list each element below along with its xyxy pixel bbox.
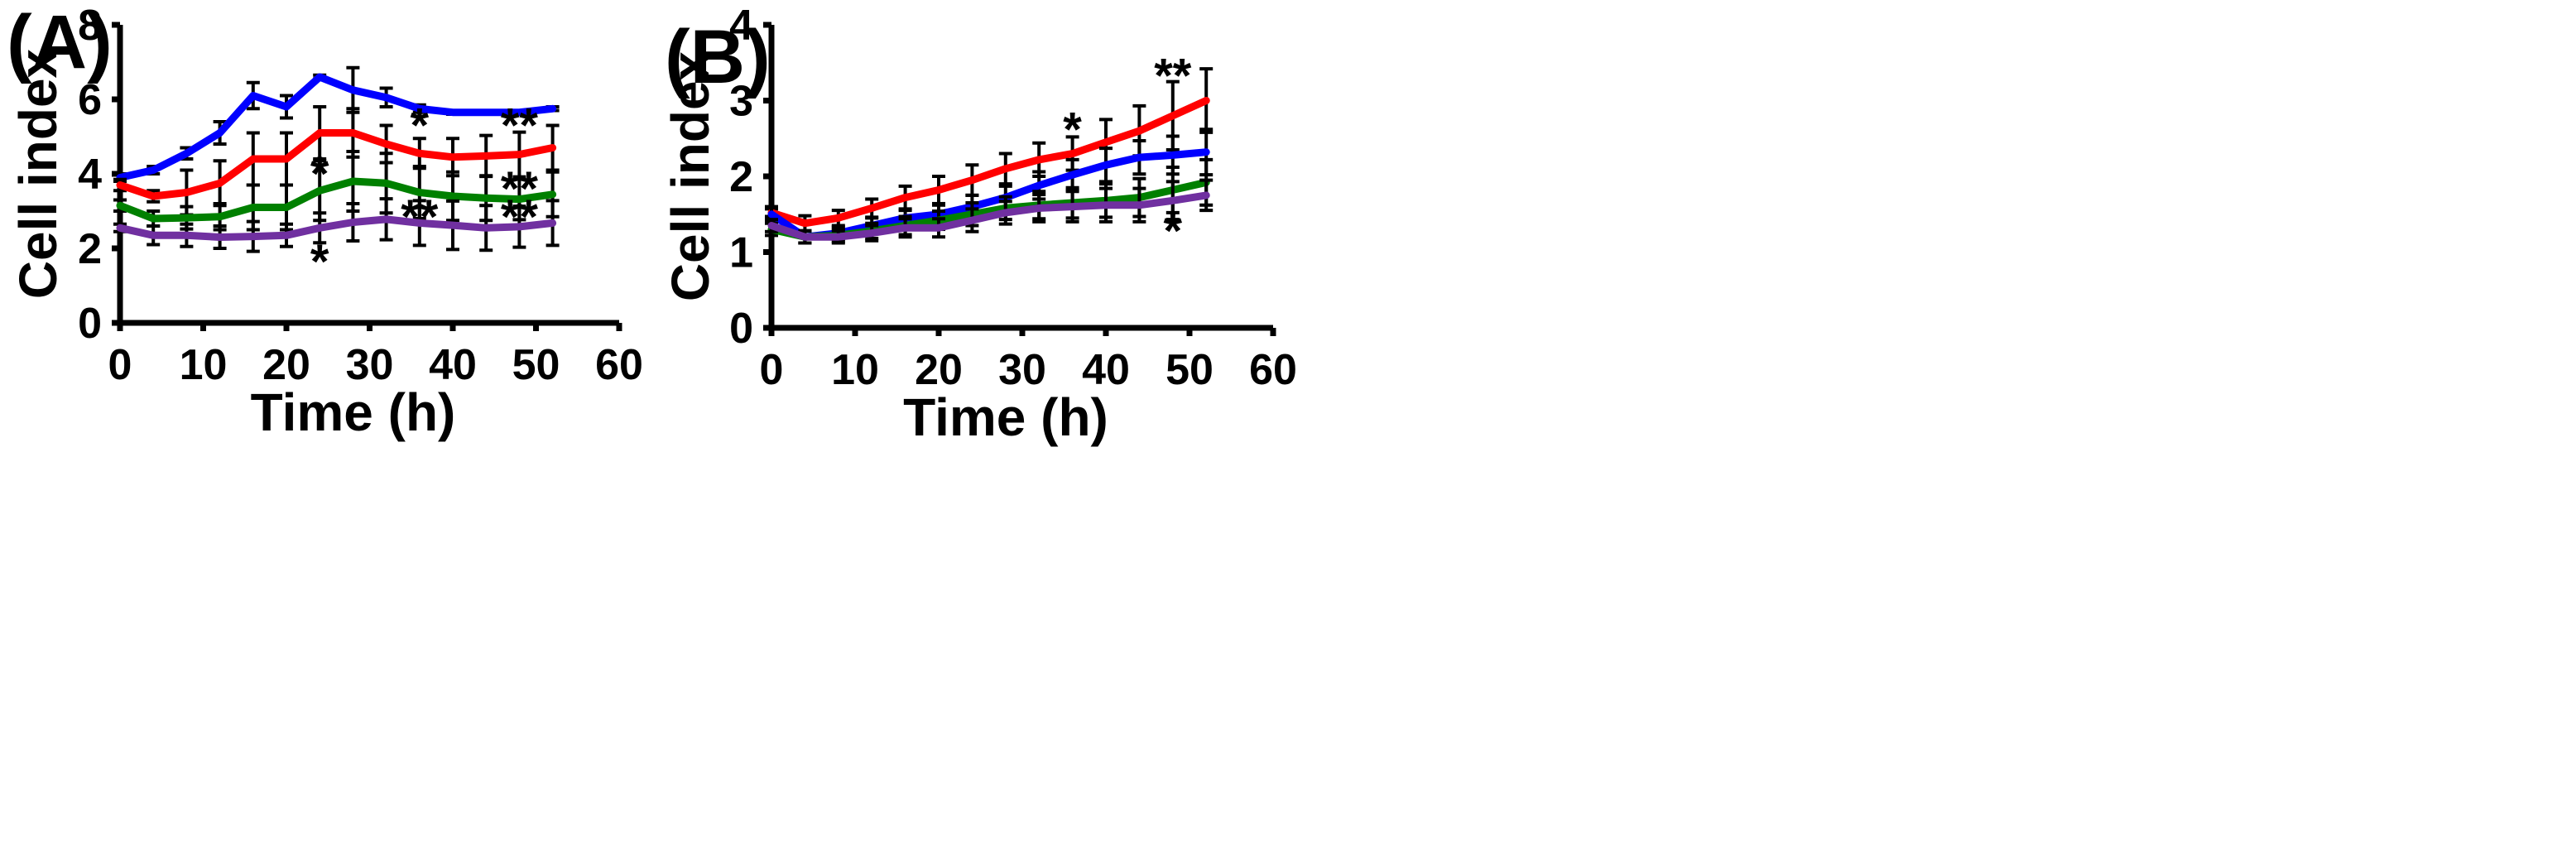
significance-mark: ** bbox=[501, 162, 539, 216]
x-tick-label: 20 bbox=[915, 346, 963, 394]
x-axis-title: Time (h) bbox=[903, 387, 1108, 447]
x-tick-label: 10 bbox=[831, 346, 879, 394]
significance-mark: ** bbox=[501, 190, 539, 244]
significance-mark: ** bbox=[501, 99, 539, 153]
series-blue bbox=[113, 65, 560, 183]
x-axis-title: Time (h) bbox=[251, 382, 456, 442]
y-tick-label: 1 bbox=[729, 229, 753, 277]
x-tick-label: 20 bbox=[262, 341, 310, 389]
panel-a-chart: 0 2 4 6 8 0 10 20 30 40 50 60 Time (h) Cell index(A) *… bbox=[7, 0, 643, 442]
x-tick-label: 60 bbox=[1249, 346, 1297, 394]
y-tick-label: 3 bbox=[729, 78, 753, 126]
x-tick-label: 60 bbox=[595, 341, 643, 389]
x-tick-label: 50 bbox=[1165, 346, 1214, 394]
significance-mark: ** bbox=[401, 190, 439, 244]
series-red bbox=[113, 105, 560, 217]
panel-label: (A) bbox=[7, 0, 113, 84]
significance-mark: * bbox=[411, 99, 430, 153]
series-line-red bbox=[116, 129, 557, 200]
x-tick-label: 0 bbox=[760, 346, 784, 394]
y-tick-label: 4 bbox=[729, 2, 753, 50]
x-tick-label: 40 bbox=[429, 341, 477, 389]
series-line-red bbox=[767, 97, 1210, 228]
x-tick-label: 10 bbox=[180, 341, 228, 389]
series-line-blue bbox=[116, 73, 557, 181]
series-line-purple bbox=[767, 191, 1210, 241]
series-red bbox=[765, 67, 1214, 233]
x-tick-label: 30 bbox=[346, 341, 394, 389]
y-axis-title: Cell index bbox=[8, 48, 68, 299]
y-tick-label: 2 bbox=[78, 225, 102, 273]
series-line-green bbox=[116, 177, 557, 223]
significance-mark: * bbox=[1063, 103, 1082, 156]
series-blue bbox=[765, 127, 1214, 245]
y-tick-label: 6 bbox=[78, 76, 102, 124]
x-tick-label: 30 bbox=[998, 346, 1046, 394]
series-line-purple bbox=[116, 215, 557, 241]
x-tick-label: 50 bbox=[512, 341, 560, 389]
significance-mark: * bbox=[310, 235, 329, 289]
significance-mark: * bbox=[310, 147, 329, 201]
x-tick-label: 40 bbox=[1082, 346, 1130, 394]
series-purple bbox=[765, 178, 1214, 245]
series-purple bbox=[113, 197, 560, 253]
y-tick-label: 8 bbox=[78, 2, 102, 50]
significance-mark: ** bbox=[1154, 49, 1192, 103]
y-axis-title: Cell index bbox=[661, 50, 720, 301]
y-tick-label: 2 bbox=[729, 153, 753, 201]
y-tick-label: 0 bbox=[729, 305, 753, 353]
x-tick-label: 0 bbox=[108, 341, 132, 389]
panel-label: (B) bbox=[665, 15, 771, 99]
y-tick-label: 4 bbox=[78, 151, 102, 199]
significance-mark: * bbox=[1164, 204, 1183, 258]
y-tick-label: 0 bbox=[78, 300, 102, 348]
